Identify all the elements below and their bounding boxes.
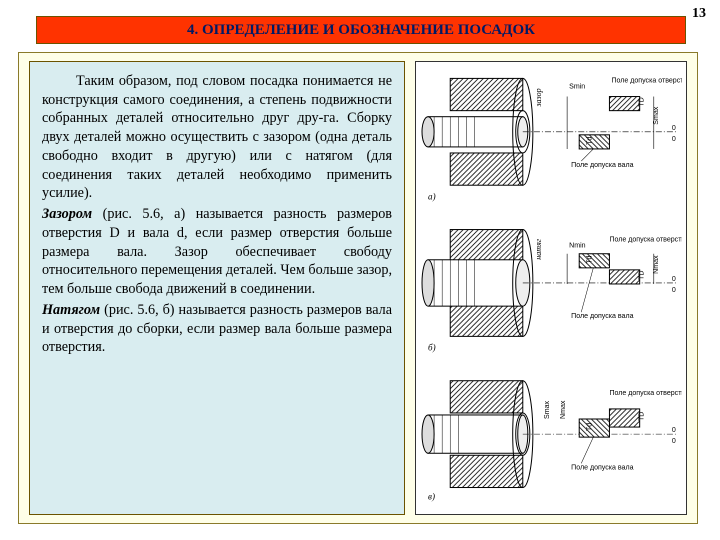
svg-text:0: 0: [672, 427, 676, 434]
paragraph-1: Таким образом, под словом посадка понима…: [42, 72, 392, 203]
label-nmax-b: Nmax: [653, 255, 660, 274]
label-nmax-v: Nmax: [560, 400, 567, 419]
svg-text:0: 0: [672, 136, 676, 143]
label-natyag: натяг: [534, 239, 543, 260]
term-zazor: Зазором: [42, 206, 92, 222]
paragraph-3: Натягом (рис. 5.6, б) называется разност…: [42, 301, 392, 357]
caption-hole-tol-a: Поле допуска отверстия: [611, 77, 682, 84]
label-TD-v: TD: [639, 412, 646, 421]
label-TD-b: TD: [639, 271, 646, 280]
label-zazor: зазор: [534, 88, 543, 107]
sublabel-a: а): [428, 191, 436, 201]
label-smax-v: Smax: [544, 401, 551, 419]
text-column: Таким образом, под словом посадка понима…: [29, 61, 405, 515]
svg-text:0: 0: [672, 438, 676, 445]
caption-hole-tol-v: Поле допуска отверстия: [609, 390, 682, 397]
sublabel-v: в): [428, 492, 435, 502]
svg-text:0: 0: [672, 125, 676, 132]
label-smax-a: Smax: [653, 106, 660, 124]
caption-shaft-tol-b: Поле допуска вала: [571, 313, 633, 320]
label-Td-b: Td: [586, 256, 593, 264]
caption-shaft-tol-v: Поле допуска вала: [571, 464, 633, 471]
label-Td-a: Td: [586, 137, 593, 145]
svg-text:0: 0: [672, 287, 676, 294]
fit-diagram-svg: зазор 0 0 Smin Smax TD Td Поле: [420, 66, 682, 510]
caption-shaft-tol-a: Поле допуска вала: [571, 162, 633, 169]
figure-column: зазор 0 0 Smin Smax TD Td Поле: [415, 61, 687, 515]
subfigure-b: натяг 0 0 Nmin Nmax TD Td Поле допуска о…: [422, 230, 682, 353]
term-natyag: Натягом: [42, 302, 100, 318]
subfigure-a: зазор 0 0 Smin Smax TD Td Поле: [422, 77, 682, 201]
content-frame: Таким образом, под словом посадка понима…: [18, 52, 698, 524]
paragraph-2-body: (рис. 5.6, а) называется разность размер…: [42, 206, 392, 297]
page-number: 13: [692, 6, 706, 22]
label-TD-a: TD: [639, 97, 646, 106]
sublabel-b: б): [428, 342, 436, 352]
caption-hole-tol-b: Поле допуска отверстия: [609, 237, 682, 244]
label-nmin-b: Nmin: [569, 243, 586, 250]
paragraph-2: Зазором (рис. 5.6, а) называется разност…: [42, 205, 392, 299]
svg-text:0: 0: [672, 276, 676, 283]
label-smin-a: Smin: [569, 83, 585, 90]
section-title: 4. ОПРЕДЕЛЕНИЕ И ОБОЗНАЧЕНИЕ ПОСАДОК: [187, 22, 535, 38]
label-Td-v: Td: [586, 423, 593, 431]
section-title-bar: 4. ОПРЕДЕЛЕНИЕ И ОБОЗНАЧЕНИЕ ПОСАДОК: [36, 16, 686, 44]
subfigure-v: 0 0 Smax Nmax TD Td Поле допуска отверст…: [422, 381, 682, 502]
two-column-layout: Таким образом, под словом посадка понима…: [29, 61, 687, 515]
